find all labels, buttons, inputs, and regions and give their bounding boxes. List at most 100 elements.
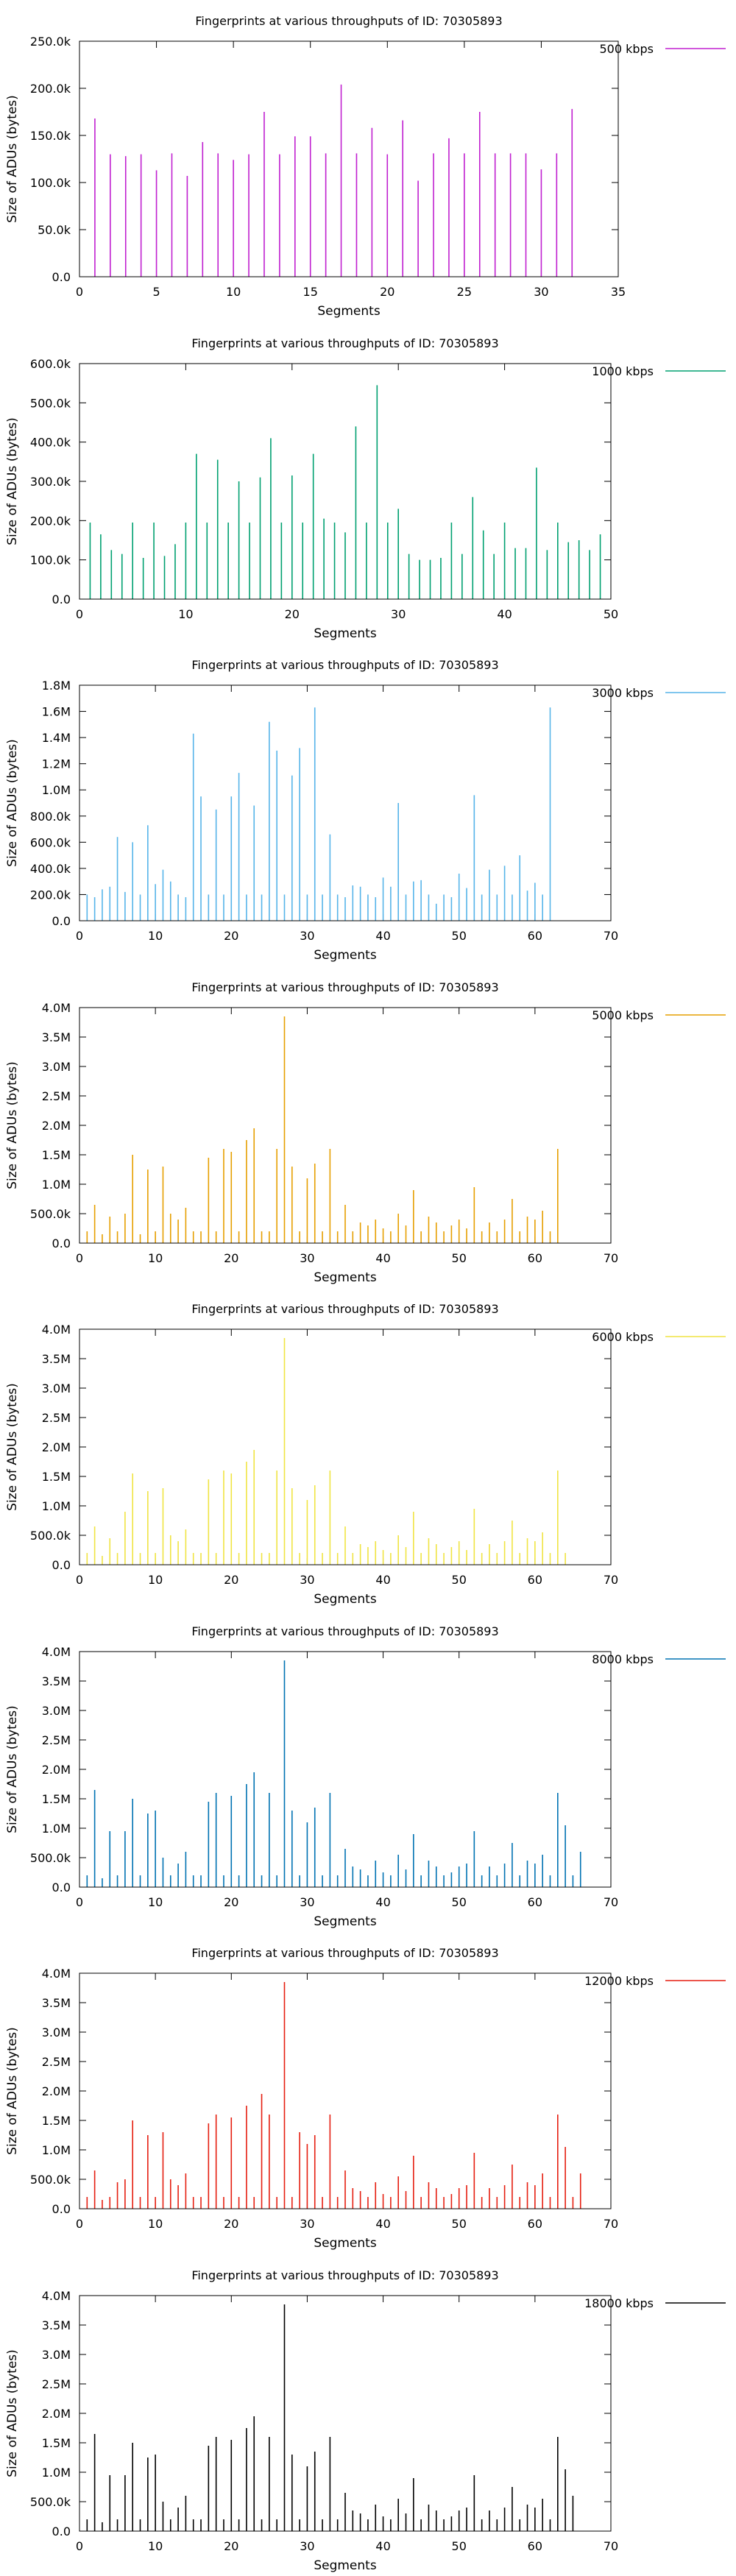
y-tick-label: 2.5M (42, 1089, 71, 1103)
x-tick-label: 20 (380, 285, 394, 299)
chart-panel: Fingerprints at various throughputs of I… (0, 966, 736, 1289)
y-tick-label: 200.0k (30, 888, 71, 902)
chart-panel: Fingerprints at various throughputs of I… (0, 0, 736, 322)
x-tick-label: 70 (604, 2217, 618, 2231)
chart-svg: Fingerprints at various throughputs of I… (5, 1946, 726, 2251)
y-tick-label: 4.0M (42, 1967, 71, 1981)
x-tick-label: 5 (152, 285, 160, 299)
y-tick-label: 100.0k (30, 176, 71, 190)
y-tick-label: 1.0M (42, 1822, 71, 1836)
y-tick-label: 800.0k (30, 810, 71, 824)
x-tick-label: 35 (611, 285, 626, 299)
chart-panel: Fingerprints at various throughputs of I… (0, 1932, 736, 2254)
x-tick-label: 10 (148, 2217, 163, 2231)
x-tick-label: 40 (375, 2217, 390, 2231)
chart-svg: Fingerprints at various throughputs of I… (5, 658, 726, 963)
x-axis-label: Segments (314, 626, 377, 641)
y-tick-label: 3.5M (42, 1674, 71, 1688)
x-tick-label: 0 (76, 1573, 83, 1587)
chart-title: Fingerprints at various throughputs of I… (191, 336, 498, 350)
y-tick-label: 1.5M (42, 1470, 71, 1484)
x-tick-label: 50 (452, 1895, 467, 1909)
x-tick-label: 20 (224, 1251, 238, 1265)
x-tick-label: 10 (226, 285, 241, 299)
y-tick-label: 4.0M (42, 2289, 71, 2303)
y-tick-label: 500.0k (30, 2173, 71, 2187)
y-tick-label: 4.0M (42, 1323, 71, 1337)
y-tick-label: 500.0k (30, 1529, 71, 1543)
y-tick-label: 4.0M (42, 1001, 71, 1015)
legend-label: 8000 kbps (592, 1652, 654, 1666)
chart-svg: Fingerprints at various throughputs of I… (5, 980, 726, 1285)
chart-title: Fingerprints at various throughputs of I… (191, 1624, 498, 1638)
chart-title: Fingerprints at various throughputs of I… (191, 1946, 498, 1960)
x-tick-label: 40 (375, 1895, 390, 1909)
y-tick-label: 1.0M (42, 783, 71, 797)
chart-svg: Fingerprints at various throughputs of I… (5, 1302, 726, 1607)
y-tick-label: 2.5M (42, 1411, 71, 1425)
y-tick-label: 1.0M (42, 2143, 71, 2157)
x-tick-label: 60 (528, 1895, 542, 1909)
x-tick-label: 60 (528, 1251, 542, 1265)
y-tick-label: 3.5M (42, 2318, 71, 2332)
y-tick-label: 3.5M (42, 1996, 71, 2010)
x-tick-label: 30 (300, 2539, 314, 2553)
x-tick-label: 0 (76, 607, 83, 621)
y-tick-label: 1.0M (42, 2466, 71, 2480)
chart-title: Fingerprints at various throughputs of I… (191, 980, 498, 994)
x-tick-label: 10 (148, 1573, 163, 1587)
x-tick-label: 50 (452, 2217, 467, 2231)
legend-label: 3000 kbps (592, 686, 654, 700)
y-tick-label: 500.0k (30, 2495, 71, 2509)
y-tick-label: 2.0M (42, 1119, 71, 1133)
y-tick-label: 2.5M (42, 1733, 71, 1747)
x-tick-label: 15 (303, 285, 318, 299)
plot-frame (79, 1972, 612, 2209)
x-tick-label: 70 (604, 2539, 618, 2553)
x-tick-label: 60 (528, 1573, 542, 1587)
y-tick-label: 1.5M (42, 2436, 71, 2450)
plot-frame (79, 684, 612, 921)
x-tick-label: 30 (391, 607, 406, 621)
y-tick-label: 0.0 (52, 2524, 71, 2538)
y-axis-label: Size of ADUs (bytes) (5, 95, 20, 223)
y-axis-label: Size of ADUs (bytes) (5, 1061, 20, 1189)
chart-svg: Fingerprints at various throughputs of I… (5, 14, 726, 319)
chart-title: Fingerprints at various throughputs of I… (191, 2268, 498, 2282)
y-tick-label: 3.0M (42, 2025, 71, 2039)
y-tick-label: 2.0M (42, 1440, 71, 1454)
x-tick-label: 70 (604, 929, 618, 943)
chart-title: Fingerprints at various throughputs of I… (195, 14, 502, 28)
x-tick-label: 50 (452, 1251, 467, 1265)
y-tick-label: 1.8M (42, 679, 71, 693)
chart-panel: Fingerprints at various throughputs of I… (0, 1288, 736, 1610)
x-tick-label: 10 (178, 607, 193, 621)
y-tick-label: 1.5M (42, 1148, 71, 1162)
y-tick-label: 3.0M (42, 2348, 71, 2362)
x-tick-label: 10 (148, 1895, 163, 1909)
y-tick-label: 2.0M (42, 1763, 71, 1777)
y-tick-label: 150.0k (30, 129, 71, 143)
x-tick-label: 50 (452, 929, 467, 943)
y-tick-label: 0.0 (52, 592, 71, 606)
legend-label: 6000 kbps (592, 1330, 654, 1344)
y-axis-label: Size of ADUs (bytes) (5, 2349, 20, 2477)
y-tick-label: 3.5M (42, 1352, 71, 1366)
chart-panel: Fingerprints at various throughputs of I… (0, 1610, 736, 1933)
y-tick-label: 500.0k (30, 1207, 71, 1221)
y-tick-label: 2.0M (42, 2084, 71, 2098)
y-tick-label: 1.6M (42, 705, 71, 719)
x-tick-label: 10 (148, 2539, 163, 2553)
x-tick-label: 20 (224, 1573, 238, 1587)
x-tick-label: 0 (76, 285, 83, 299)
legend-label: 18000 kbps (584, 2296, 654, 2310)
y-tick-label: 0.0 (52, 1236, 71, 1250)
x-tick-label: 60 (528, 2217, 542, 2231)
y-tick-label: 2.5M (42, 2055, 71, 2069)
x-tick-label: 0 (76, 2539, 83, 2553)
y-tick-label: 3.0M (42, 1060, 71, 1074)
y-tick-label: 2.5M (42, 2377, 71, 2391)
x-axis-label: Segments (317, 304, 381, 319)
y-tick-label: 0.0 (52, 1880, 71, 1894)
x-tick-label: 70 (604, 1895, 618, 1909)
